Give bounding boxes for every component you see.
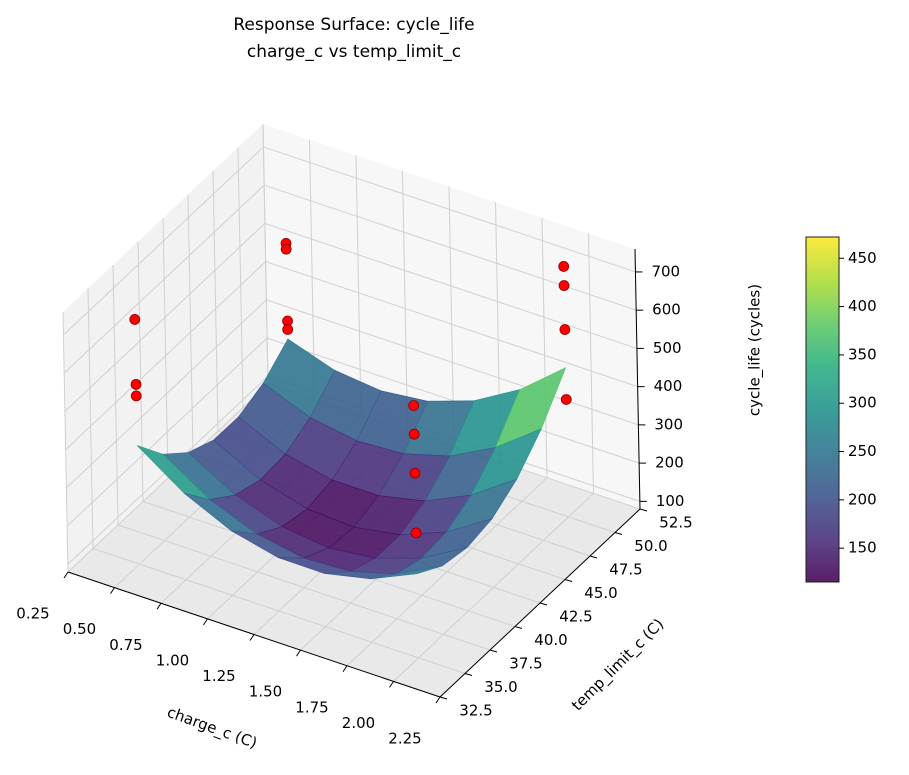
y-tick-label: 40.0: [534, 631, 567, 649]
y-tick-label: 45.0: [584, 584, 617, 602]
x-tick-label: 1.75: [295, 698, 328, 716]
z-axis-line: [634, 248, 641, 510]
x-tick-label: 1.25: [202, 667, 235, 685]
grid-line: [266, 299, 639, 426]
y-tick: [439, 696, 448, 700]
grid-line: [66, 337, 268, 527]
data-point: [409, 467, 421, 479]
x-tick: [110, 587, 115, 594]
x-tick-label: 2.25: [388, 730, 421, 748]
x-tick-label: 0.75: [109, 636, 142, 654]
y-tick-label: 32.5: [459, 702, 492, 720]
y-tick: [539, 602, 548, 606]
x-tick: [342, 665, 348, 673]
grid-line: [264, 222, 638, 349]
x-tick: [435, 696, 441, 704]
y-tick: [589, 555, 598, 559]
grid-line: [66, 299, 267, 489]
data-point: [560, 394, 572, 405]
x-tick-label: 0.25: [16, 605, 49, 623]
x-tick-label: 1.00: [156, 651, 189, 669]
z-axis-label: cycle_life (cycles): [746, 284, 765, 416]
y-tick: [464, 673, 473, 676]
z-tick-label: 600: [652, 301, 681, 319]
y-axis-label: temp_limit_c (C): [568, 615, 668, 715]
y-tick: [514, 626, 523, 629]
data-point: [282, 324, 294, 335]
z-tick-label: 200: [655, 454, 684, 472]
colorbar-tick-label: 250: [848, 442, 877, 460]
colorbar: [805, 236, 840, 583]
grid-line: [92, 548, 466, 674]
x-tick-label: 1.50: [249, 683, 282, 701]
data-point: [408, 428, 420, 440]
grid-line: [87, 288, 94, 549]
colorbar-tick-label: 150: [848, 539, 877, 557]
grid-line: [265, 261, 638, 388]
x-tick: [249, 634, 255, 641]
grid-line: [237, 147, 244, 408]
x-tick-label: 2.00: [342, 714, 375, 732]
grid-line: [137, 241, 144, 502]
z-tick-label: 100: [656, 492, 685, 510]
x-tick: [389, 681, 394, 688]
y-tick-label: 35.0: [484, 678, 517, 696]
grid-line: [63, 184, 265, 374]
grid-line: [402, 170, 408, 431]
chart-subtitle: charge_c vs temp_limit_c: [247, 42, 461, 62]
grid-line: [355, 155, 362, 416]
grid-line: [262, 123, 269, 385]
grid-line: [112, 264, 119, 526]
y-tick: [614, 532, 623, 535]
grid-line: [63, 146, 264, 336]
y-tick-label: 52.5: [659, 514, 692, 532]
data-point: [130, 379, 142, 390]
colorbar-tick-label: 350: [848, 345, 877, 363]
grid-line: [65, 261, 266, 451]
x-tick: [203, 618, 208, 626]
data-point: [129, 314, 141, 325]
colorbar-tick-label: 200: [848, 490, 877, 508]
grid-line: [263, 146, 636, 273]
x-tick: [156, 602, 162, 610]
grid-line: [64, 223, 266, 412]
y-tick-label: 50.0: [634, 537, 667, 555]
x-tick-label: 0.50: [63, 620, 96, 638]
data-point: [558, 280, 570, 291]
grid-line: [187, 194, 194, 455]
grid-line: [266, 337, 640, 464]
x-tick: [296, 649, 301, 657]
z-tick-label: 700: [651, 262, 680, 280]
data-point: [558, 261, 570, 272]
x-axis-label: charge_c (C): [164, 703, 259, 753]
surface-patch: [370, 565, 443, 580]
grid-line: [264, 184, 637, 311]
data-point: [280, 243, 292, 255]
y-tick: [564, 579, 573, 582]
y-tick-label: 47.5: [609, 561, 642, 579]
chart-title: Response Surface: cycle_life: [233, 15, 474, 35]
z-tick-label: 400: [654, 377, 683, 395]
y-tick: [489, 649, 498, 653]
colorbar-tick-label: 450: [848, 249, 877, 267]
colorbar-tick-label: 400: [848, 297, 877, 315]
grid-line: [117, 524, 491, 651]
z-tick-label: 500: [653, 339, 682, 357]
data-point: [408, 400, 420, 411]
x-tick: [63, 571, 69, 579]
y-tick-label: 42.5: [559, 608, 592, 626]
z-tick-label: 300: [654, 415, 683, 433]
grid-line: [62, 311, 69, 573]
grid-line: [541, 217, 548, 478]
y-tick: [639, 508, 648, 512]
colorbar-tick-label: 300: [848, 394, 877, 412]
grid-line: [212, 170, 219, 432]
data-point: [559, 324, 571, 335]
y-tick-label: 37.5: [509, 655, 542, 673]
grid-line: [162, 217, 169, 479]
data-point: [410, 527, 422, 539]
data-point: [130, 390, 142, 402]
grid-line: [588, 233, 594, 494]
